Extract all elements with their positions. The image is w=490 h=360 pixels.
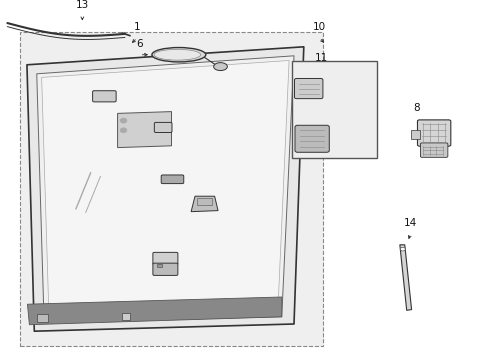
- Text: 12: 12: [337, 78, 351, 88]
- Text: 10: 10: [313, 22, 326, 32]
- Bar: [157, 264, 162, 267]
- FancyBboxPatch shape: [154, 122, 172, 132]
- Text: 6: 6: [136, 39, 143, 49]
- Ellipse shape: [152, 48, 206, 62]
- FancyBboxPatch shape: [153, 263, 178, 275]
- Circle shape: [120, 118, 127, 123]
- Polygon shape: [27, 47, 304, 331]
- Text: 14: 14: [404, 218, 417, 228]
- Circle shape: [120, 128, 127, 133]
- Bar: [122, 313, 130, 320]
- FancyBboxPatch shape: [153, 252, 178, 265]
- Text: 8: 8: [413, 103, 420, 113]
- Text: 1: 1: [134, 22, 141, 32]
- FancyBboxPatch shape: [294, 78, 323, 99]
- FancyBboxPatch shape: [161, 175, 184, 184]
- Text: 11: 11: [314, 53, 328, 63]
- Text: 4: 4: [173, 267, 180, 277]
- Polygon shape: [27, 297, 282, 325]
- Circle shape: [400, 247, 405, 251]
- Bar: [20, 32, 323, 346]
- Bar: [37, 314, 48, 322]
- Bar: [411, 130, 420, 139]
- Text: 7: 7: [139, 115, 146, 125]
- Text: 3: 3: [177, 165, 184, 175]
- FancyBboxPatch shape: [420, 143, 448, 157]
- Ellipse shape: [214, 63, 227, 71]
- FancyBboxPatch shape: [417, 120, 451, 146]
- Bar: [292, 61, 377, 158]
- Ellipse shape: [154, 49, 201, 60]
- Polygon shape: [118, 112, 172, 148]
- Polygon shape: [42, 60, 289, 318]
- Text: 13: 13: [75, 0, 89, 10]
- Polygon shape: [191, 196, 218, 212]
- FancyBboxPatch shape: [93, 91, 116, 102]
- Text: 5: 5: [210, 204, 217, 214]
- Text: 2: 2: [79, 85, 86, 95]
- FancyBboxPatch shape: [295, 125, 329, 152]
- Bar: [197, 198, 212, 205]
- Text: 9: 9: [426, 139, 433, 149]
- Polygon shape: [37, 56, 294, 322]
- Polygon shape: [400, 245, 412, 310]
